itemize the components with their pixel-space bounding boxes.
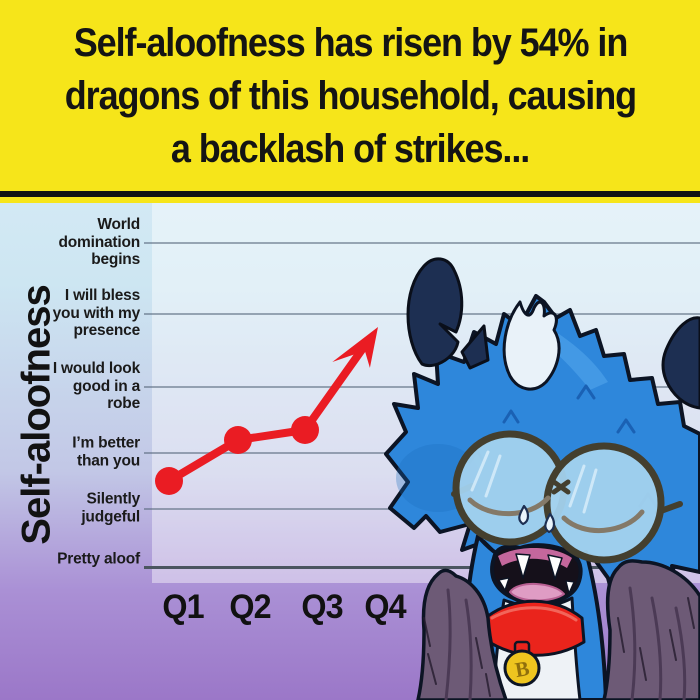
x-tick-label: Q2	[229, 588, 271, 626]
gridline	[144, 452, 700, 454]
headline-banner: Self-aloofness has risen by 54% in drago…	[0, 0, 700, 197]
gridline	[144, 386, 700, 388]
gridline	[144, 242, 700, 244]
plot-area	[152, 203, 700, 583]
y-axis-title: Self-aloofness	[14, 285, 59, 545]
y-tick-label: I’m better than you	[72, 434, 140, 470]
headline-line-3: a backlash of strikes...	[170, 127, 530, 171]
headline-line-1: Self-aloofness has risen by 54% in	[73, 21, 628, 65]
x-tick-label: Q3	[301, 588, 343, 626]
gridline	[144, 508, 700, 510]
gridline	[144, 313, 700, 315]
chart-area: World domination begins I will bless you …	[0, 203, 700, 700]
x-tick-label: Q1	[162, 588, 204, 626]
y-tick-label: I would look good in a robe	[52, 359, 140, 412]
y-tick-label: Silently judgeful	[81, 490, 140, 526]
x-axis-line	[144, 566, 700, 569]
y-tick-label: World domination begins	[58, 215, 140, 268]
y-tick-label: I will bless you with my presence	[52, 286, 141, 339]
headline-line-2: dragons of this household, causing	[64, 74, 636, 118]
y-tick-label: Pretty aloof	[57, 550, 140, 568]
x-tick-label: Q4	[364, 588, 406, 626]
